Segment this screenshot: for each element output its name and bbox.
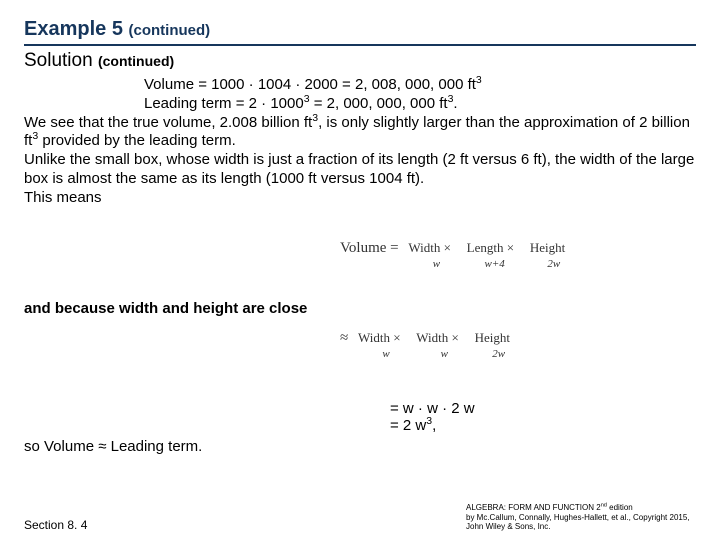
body-content: Volume = 1000 · 1004 · 2000 = 2, 008, 00… bbox=[24, 76, 696, 207]
equation-block: = w · w · 2 w = 2 w3, bbox=[390, 400, 630, 434]
f2-width2-label: Width × bbox=[416, 330, 459, 345]
eq2-tail: , bbox=[432, 417, 436, 434]
eq-line-2: = 2 w3, bbox=[390, 417, 630, 434]
p1a: We see that the true volume, 2.008 billi… bbox=[24, 114, 312, 131]
paragraph-2: Unlike the small box, whose width is jus… bbox=[24, 151, 696, 189]
solution-title: Solution (continued) bbox=[24, 48, 696, 76]
footer: Section 8. 4 ALGEBRA: FORM AND FUNCTION … bbox=[24, 503, 696, 532]
f1-length-label: Length × bbox=[467, 240, 514, 255]
volume-line: Volume = 1000 · 1004 · 2000 = 2, 008, 00… bbox=[144, 76, 696, 95]
leading-line: Leading term = 2 · 10003 = 2, 000, 000, … bbox=[144, 95, 696, 114]
f2-lead: ≈ bbox=[340, 330, 348, 346]
credits-l1-tail: edition bbox=[607, 503, 633, 512]
leading-eq-b: = 2, 000, 000, 000 ft bbox=[310, 95, 448, 112]
paragraph-1: We see that the true volume, 2.008 billi… bbox=[24, 114, 696, 152]
volume-exp: 3 bbox=[476, 74, 482, 86]
eq2-text: = 2 w bbox=[390, 417, 426, 434]
f2-c-label: 2w bbox=[479, 348, 519, 360]
p1c: provided by the leading term. bbox=[38, 132, 236, 149]
f2-height-label: Height bbox=[475, 330, 510, 345]
section-label: Section 8. 4 bbox=[24, 518, 87, 532]
so-volume-text: so Volume ≈ Leading term. bbox=[24, 438, 202, 455]
example-continued: (continued) bbox=[129, 22, 211, 39]
f2-width-label: Width × bbox=[358, 330, 401, 345]
leading-tail: . bbox=[453, 95, 457, 112]
example-number: Example 5 bbox=[24, 18, 123, 40]
example-title: Example 5 (continued) bbox=[24, 18, 696, 46]
f1-a-label: w bbox=[416, 258, 456, 270]
f1-b-label: w+4 bbox=[475, 258, 515, 270]
formula-approx: ≈ Width × w Width × w Height 2w bbox=[340, 330, 630, 347]
credits-l2: by Mc.Callum, Connally, Hughes-Hallett, … bbox=[466, 513, 690, 532]
credits: ALGEBRA: FORM AND FUNCTION 2nd edition b… bbox=[466, 503, 696, 532]
f1-c-label: 2w bbox=[534, 258, 574, 270]
f1-width-label: Width × bbox=[408, 240, 451, 255]
paragraph-3: This means bbox=[24, 189, 696, 208]
volume-eq: Volume = 1000 · 1004 · 2000 = 2, 008, 00… bbox=[144, 76, 476, 93]
f2-b-label: w bbox=[424, 348, 464, 360]
mid-text: and because width and height are close bbox=[24, 300, 307, 317]
leading-eq-a: Leading term = 2 · 1000 bbox=[144, 95, 304, 112]
formula-volume: Volume = Width × w Length × w+4 Height 2… bbox=[340, 240, 690, 257]
credits-l1: ALGEBRA: FORM AND FUNCTION 2 bbox=[466, 503, 601, 512]
solution-word: Solution bbox=[24, 50, 93, 71]
f1-lead: Volume = bbox=[340, 240, 399, 256]
f2-a-label: w bbox=[366, 348, 406, 360]
solution-continued: (continued) bbox=[98, 53, 174, 69]
f1-height-label: Height bbox=[530, 240, 565, 255]
